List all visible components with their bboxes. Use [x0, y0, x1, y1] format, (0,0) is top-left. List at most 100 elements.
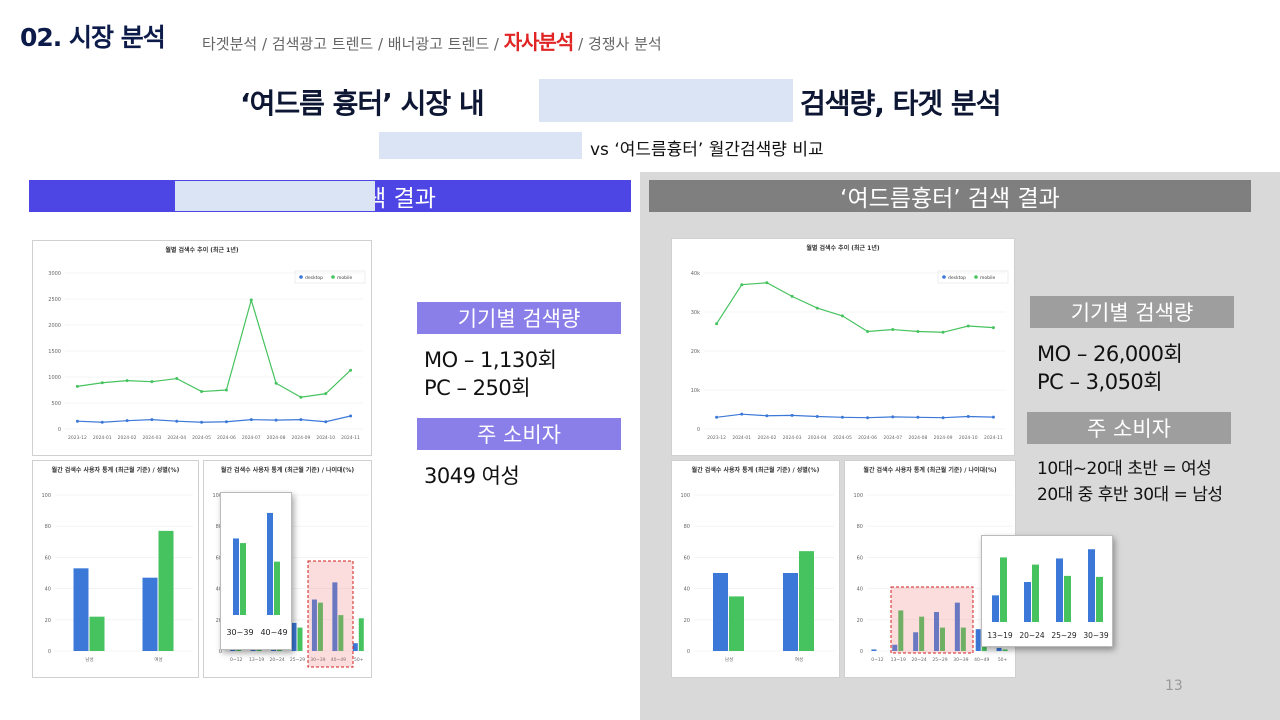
- right-consumer-line: 10대~20대 초반 = 여성: [1037, 459, 1212, 479]
- right-consumer-line: 20대 중 후반 30대 = 남성: [1037, 485, 1223, 505]
- chart-title: 월간 검색수 사용자 통계 (최근월 기준) / 성별(%): [691, 467, 820, 474]
- data-point-mobile: [991, 326, 995, 330]
- y-tick-label: 80: [684, 524, 690, 530]
- x-tick-label: 여성: [154, 656, 162, 663]
- x-tick-label: 2024-06: [217, 435, 236, 441]
- bar-desktop: [233, 538, 239, 615]
- left-consumer-label: 주 소비자: [417, 418, 621, 450]
- y-tick-label: 40k: [691, 271, 700, 277]
- x-tick-label: 2024-11: [341, 435, 360, 441]
- bar-desktop: [142, 577, 158, 651]
- data-point-mobile: [840, 314, 844, 318]
- bar-desktop: [1024, 582, 1031, 622]
- data-point-desktop: [200, 420, 204, 424]
- bar-mobile: [898, 610, 904, 651]
- breadcrumb-item[interactable]: 타겟분석: [202, 35, 258, 53]
- data-point-desktop: [150, 418, 154, 422]
- y-tick-label: 3000: [48, 271, 61, 277]
- data-point-desktop: [75, 419, 79, 423]
- x-tick-label: 30~39: [953, 657, 968, 663]
- bar-desktop: [975, 629, 981, 651]
- data-point-desktop: [966, 415, 970, 419]
- data-point-desktop: [224, 420, 228, 424]
- y-tick-label: 100: [680, 493, 690, 499]
- y-tick-label: 1500: [48, 349, 61, 355]
- y-tick-label: 100: [41, 493, 51, 499]
- right-gender-chart: 0 20 40 60 80 100 남성 여성: [680, 493, 834, 663]
- series-line-desktop: [77, 415, 351, 423]
- x-tick-label: 남성: [725, 656, 733, 663]
- breadcrumb-item[interactable]: 배너광고 트렌드: [387, 35, 490, 53]
- data-point-mobile: [790, 294, 794, 298]
- left-device-label-text: 기기별 검색량: [457, 307, 581, 331]
- bar-desktop: [934, 612, 939, 651]
- y-tick-label: 80: [45, 524, 51, 530]
- data-point-mobile: [866, 330, 870, 333]
- data-point-mobile: [274, 381, 278, 385]
- data-point-desktop: [324, 420, 328, 424]
- breadcrumb-item[interactable]: 경쟁사 분석: [587, 35, 662, 53]
- breadcrumb-item[interactable]: 자사분석: [503, 30, 575, 54]
- left-device-mo: MO – 1,130회: [424, 348, 557, 372]
- bar-mobile: [1032, 564, 1039, 622]
- bar-desktop: [783, 573, 798, 651]
- data-point-mobile: [815, 306, 819, 310]
- bar-desktop: [1056, 558, 1063, 622]
- bar-mobile: [1064, 575, 1071, 622]
- right-trend-chart: 0 10k 20k 30k 40k 2023-12 2024-01 2024-02 2024-0…: [691, 270, 1009, 441]
- x-tick-label: 25~29: [290, 657, 305, 663]
- right-gender-card: 월간 검색수 사용자 통계 (최근월 기준) / 성별(%) 0 20 40 60 80…: [671, 460, 840, 678]
- legend-box: [294, 270, 366, 284]
- legend-marker-mobile: [331, 275, 335, 279]
- breadcrumb-separator: /: [373, 35, 388, 53]
- right-device-mo: MO – 26,000회: [1037, 342, 1183, 366]
- x-tick-label: 25~29: [1051, 631, 1077, 640]
- bar-desktop: [913, 632, 919, 651]
- data-point-desktop: [866, 416, 870, 420]
- data-point-desktop: [790, 413, 794, 417]
- data-point-desktop: [815, 415, 819, 419]
- left-trend-card: 월별 검색수 추이 (최근 1년) 0 500 1000 1500 2000 2500 30…: [32, 240, 372, 456]
- y-tick-label: 20: [45, 618, 51, 624]
- redacted-brand-block: [175, 181, 375, 211]
- bar-mobile: [297, 627, 303, 651]
- main-heading-right: 검색량, 타겟 분석: [800, 87, 1001, 120]
- y-tick-label: 0: [697, 427, 700, 433]
- bar-mobile: [960, 627, 966, 651]
- data-point-mobile: [916, 330, 920, 333]
- bar-mobile: [338, 615, 344, 651]
- breadcrumb-separator: /: [257, 35, 272, 53]
- x-tick-label: 2023-12: [68, 435, 87, 441]
- sub-heading: vs ‘여드름흉터’ 월간검색량 비교: [590, 140, 824, 160]
- data-point-mobile: [941, 330, 945, 334]
- bar-mobile: [240, 543, 246, 615]
- left-gender-card: 월간 검색수 사용자 통계 (최근월 기준) / 성별(%) 0 20 40 60 80…: [32, 460, 199, 678]
- highlight-box: [890, 586, 974, 654]
- left-age-zoom-inset: 30~39 40~49: [220, 492, 292, 650]
- legend-label: desktop: [948, 275, 966, 281]
- highlight-box: [307, 560, 354, 668]
- data-point-desktop: [765, 414, 769, 418]
- data-point-mobile: [75, 384, 79, 388]
- data-point-desktop: [991, 415, 995, 419]
- bar-desktop: [996, 647, 1002, 651]
- x-tick-label: 2024-01: [93, 435, 112, 441]
- y-tick-label: 40: [45, 587, 51, 593]
- y-tick-label: 80: [857, 524, 863, 530]
- x-tick-label: 2024-04: [167, 435, 186, 441]
- y-tick-label: 40: [216, 587, 222, 593]
- data-point-desktop: [715, 415, 719, 419]
- data-point-desktop: [125, 419, 129, 423]
- y-tick-label: 2500: [48, 297, 61, 303]
- breadcrumb-item[interactable]: 검색광고 트렌드: [271, 35, 374, 53]
- legend-label: desktop: [305, 275, 323, 281]
- x-tick-label: 40~49: [260, 628, 287, 637]
- data-point-desktop: [299, 418, 303, 422]
- y-tick-label: 0: [219, 649, 222, 655]
- bar-mobile: [940, 627, 945, 651]
- x-tick-label: 2024-10: [316, 435, 335, 441]
- data-point-desktop: [941, 416, 945, 420]
- y-tick-label: 60: [45, 555, 51, 561]
- x-tick-label: 13~19: [891, 657, 906, 663]
- breadcrumb-separator: /: [489, 35, 504, 53]
